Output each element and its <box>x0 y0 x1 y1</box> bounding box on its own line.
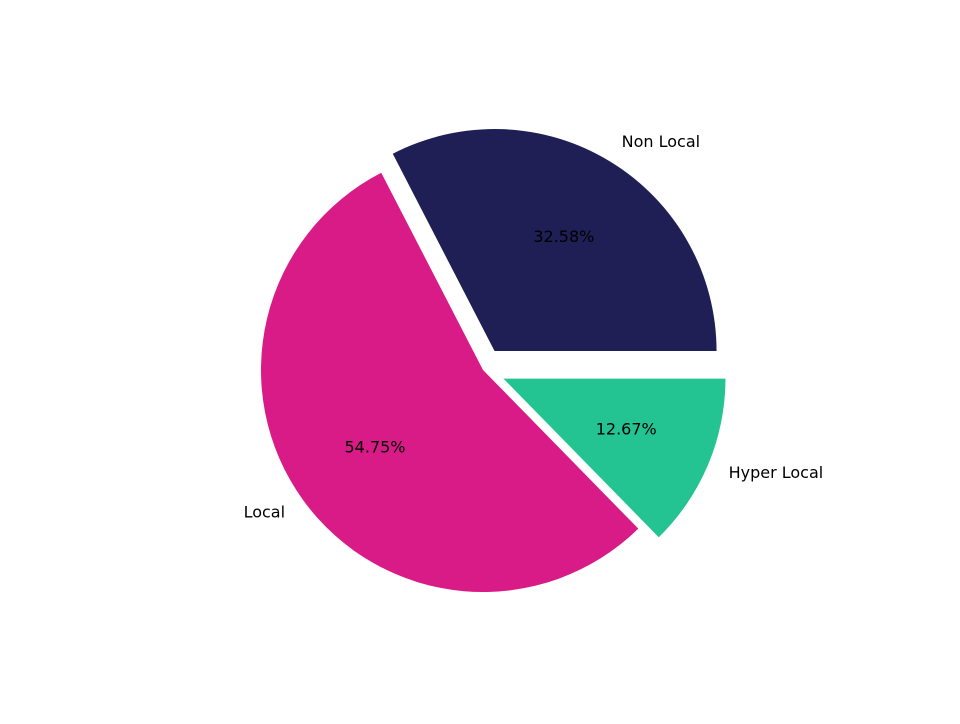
category-label: Local <box>244 502 285 521</box>
value-label: 32.58% <box>533 227 594 246</box>
pie-slice <box>503 378 726 538</box>
pie-slice <box>392 129 717 352</box>
value-label: 54.75% <box>345 437 406 456</box>
category-label: Non Local <box>622 132 700 151</box>
category-label: Hyper Local <box>729 463 824 482</box>
pie-slice <box>261 172 639 592</box>
value-label: 12.67% <box>596 420 657 439</box>
